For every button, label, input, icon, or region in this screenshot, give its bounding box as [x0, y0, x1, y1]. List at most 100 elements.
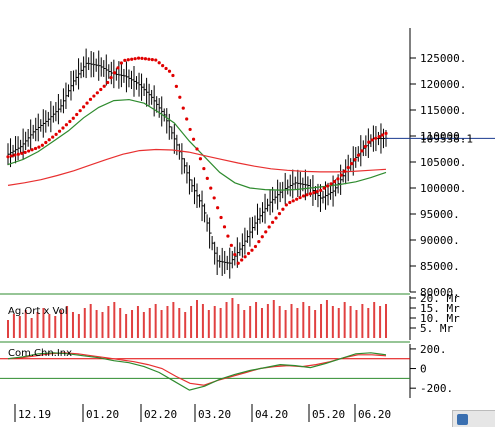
sar-dot: [209, 186, 213, 190]
oscillator-tick-label: 200.: [420, 343, 447, 356]
sar-dot: [240, 258, 244, 262]
sar-dot: [85, 101, 89, 105]
sar-dot: [322, 186, 326, 190]
sar-dot: [188, 127, 192, 132]
sar-dot: [363, 144, 367, 149]
sar-dot: [154, 58, 158, 62]
sar-dot: [332, 180, 337, 184]
oscillator-label: Com.Chn.Inx: [8, 348, 72, 359]
sar-dot: [202, 166, 206, 171]
sar-dot: [271, 220, 275, 224]
oscillator-line-series: [7, 352, 387, 391]
sar-dot: [33, 146, 38, 151]
sar-dot: [75, 112, 79, 117]
sar-dot: [226, 234, 230, 238]
sar-dot: [140, 56, 144, 60]
price-tick-label: 95000.: [420, 208, 460, 221]
sar-dot: [350, 162, 354, 166]
sar-dot: [274, 216, 278, 220]
sar-dot: [82, 105, 86, 109]
oscillator-tick-labels: 200. 0 -200.: [410, 343, 453, 395]
price-tick-label: 90000.: [420, 234, 460, 247]
sar-dot: [47, 138, 51, 142]
sar-dot: [195, 147, 199, 151]
sar-dot: [136, 56, 141, 60]
sar-dot: [260, 235, 264, 239]
sar-dot: [130, 57, 134, 61]
sar-dot: [367, 140, 371, 144]
sar-dot: [164, 66, 168, 71]
sar-dot: [305, 193, 309, 197]
x-tick-label: 06.20: [358, 408, 391, 421]
sar-dot: [360, 149, 364, 153]
sar-dot: [126, 58, 130, 62]
sar-dot: [374, 136, 378, 140]
sar-dot: [40, 143, 44, 147]
sar-dot: [157, 61, 161, 65]
x-tick-label: 05.20: [312, 408, 345, 421]
sar-dot: [116, 66, 120, 70]
volume-bars: [7, 298, 387, 338]
sar-dot: [343, 169, 347, 173]
x-tick-label: 03.20: [198, 408, 231, 421]
price-tick-label: 125000.: [420, 52, 466, 65]
sar-dot: [99, 87, 103, 92]
price-tick-label: 110000.: [420, 130, 466, 143]
oscillator-reference-lines: [0, 358, 410, 379]
sar-dot: [150, 58, 154, 62]
sar-dot: [339, 173, 343, 177]
sar-dot: [246, 251, 251, 256]
x-tick-label: 01.20: [86, 408, 119, 421]
sar-dot: [281, 207, 285, 211]
sar-dot: [301, 194, 306, 198]
sar-dot: [236, 261, 240, 265]
sar-dot: [161, 64, 165, 68]
sar-dot: [370, 138, 374, 142]
price-tick-label: 100000.: [420, 182, 466, 195]
sar-dot: [181, 106, 185, 110]
sar-dot: [37, 145, 41, 149]
sar-dot: [185, 117, 189, 121]
sar-dot: [64, 123, 69, 127]
app-corner-icon[interactable]: [452, 410, 495, 427]
sar-dot: [78, 109, 82, 113]
sar-dot: [71, 116, 75, 120]
sar-dot: [380, 133, 385, 137]
sar-dot: [356, 153, 361, 157]
sar-dot: [9, 154, 14, 158]
x-tick-label: 02.20: [144, 408, 177, 421]
price-tick-label: 115000.: [420, 104, 466, 117]
sar-dot: [216, 206, 220, 210]
sar-dot: [102, 84, 106, 88]
sar-dot: [95, 91, 99, 95]
x-tick-label: 12.19: [18, 408, 51, 421]
last-price-label: 109538.1: [420, 132, 473, 145]
price-tick-label: 105000.: [420, 156, 466, 169]
sar-dot: [298, 195, 302, 200]
sar-dot: [233, 252, 237, 257]
sar-dot: [171, 73, 175, 78]
oscillator-tick-label: -200.: [420, 382, 453, 395]
price-tick-label: 120000.: [420, 78, 466, 91]
sar-dot: [315, 189, 319, 194]
price-line-series: [7, 98, 387, 191]
sar-dot: [346, 165, 350, 170]
sar-dot: [143, 57, 148, 61]
sar-dot: [277, 212, 282, 216]
price-tick-label: 80000.: [420, 286, 460, 299]
sar-dot: [68, 119, 72, 124]
sar-dot: [23, 150, 27, 154]
oscillator-series: [7, 352, 387, 391]
sar-dot: [44, 140, 48, 145]
oscillator-tick-label: 0: [420, 363, 427, 376]
sar-dot: [243, 255, 247, 259]
price-tick-label: 85000.: [420, 260, 460, 273]
sar-dot: [167, 69, 172, 73]
volume-tick-label: 15. Mr: [420, 302, 460, 315]
sar-dot: [112, 71, 117, 75]
sar-dot: [264, 230, 268, 234]
sar-dot: [250, 248, 254, 252]
price-line-series: [7, 148, 387, 186]
sar-dot: [88, 97, 93, 101]
